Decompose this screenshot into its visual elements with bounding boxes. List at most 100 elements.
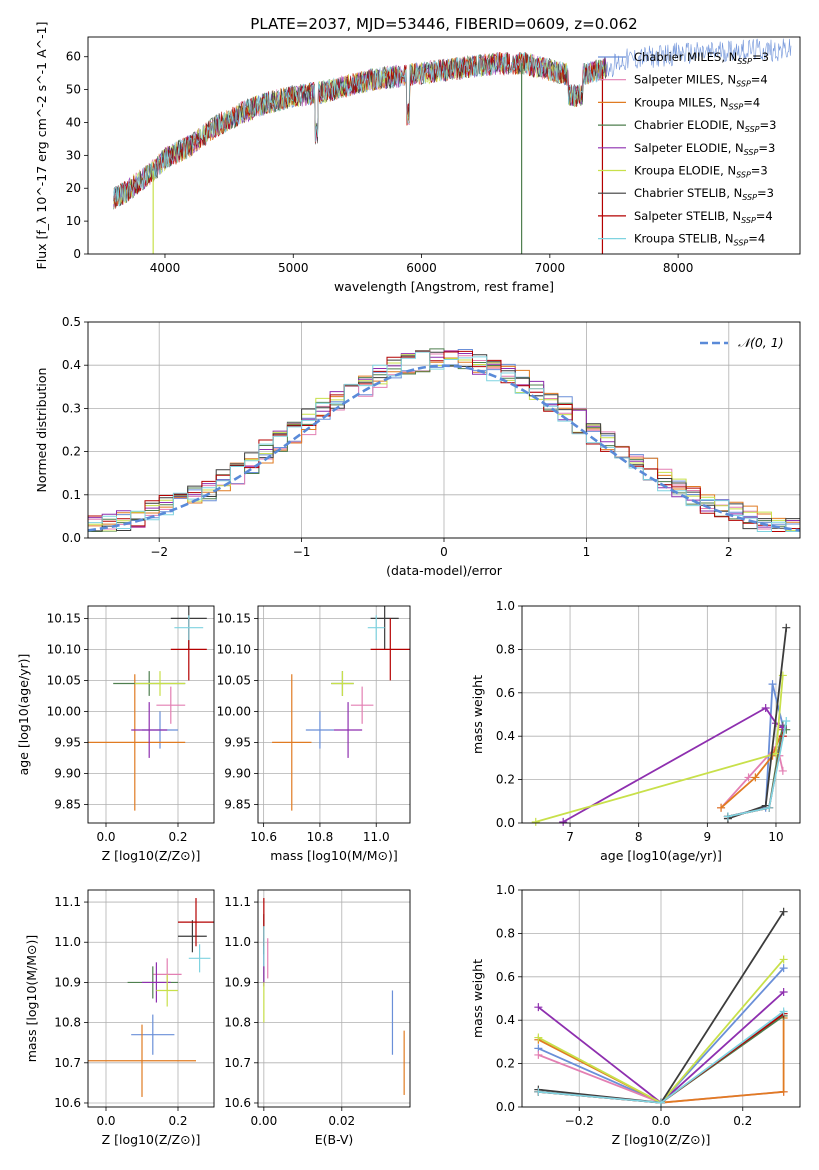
weight-marker: [723, 812, 732, 821]
axes-frame: [521, 889, 801, 1108]
x-tick-label: 4000: [150, 261, 181, 275]
x-tick-label: 0.2: [168, 1114, 187, 1128]
y-tick-label: 10.05: [47, 673, 81, 687]
legend-subscript: SSP: [744, 148, 759, 157]
weight-marker: [782, 623, 791, 632]
mass-vs-z-panel: 0.0 0.2 10.6 10.7 10.8 10.9 11.0 11.1 Z [log10(Z…: [24, 889, 215, 1147]
legend-entry: Kroupa STELIB, NSSP=4: [634, 232, 765, 248]
x-axis-label: age [log10(age/yr)]: [600, 848, 722, 863]
weight-vs-age-panel: 7 8 9 10 0.0 0.2 0.4 0.6 0.8 1.0 age [log10(age/yr…: [470, 599, 801, 863]
weight-marker: [779, 1007, 788, 1016]
legend-entry: Chabrier ELODIE, NSSP=3: [634, 118, 776, 134]
legend-value: =3: [751, 164, 768, 178]
x-tick-label: 10.6: [250, 830, 277, 844]
legend-value: =4: [751, 73, 768, 87]
axes-frame: [87, 36, 801, 255]
y-axis-label: Flux [f_λ 10^-17 erg cm^-2 s^-1 A^-1]: [34, 22, 49, 270]
y-tick-label: 9.85: [54, 797, 81, 811]
y-tick-label: 10.00: [47, 704, 81, 718]
weight-marker: [779, 964, 788, 973]
weight-marker: [534, 1003, 543, 1012]
x-tick-label: 10: [768, 830, 783, 844]
x-tick-label: 0.00: [250, 1114, 277, 1128]
y-axis-label: mass weight: [470, 959, 485, 1038]
y-tick-label: 10.6: [54, 1096, 81, 1110]
legend-subscript: SSP: [736, 171, 751, 180]
x-axis-label: Z [log10(Z/Z⊙)]: [102, 848, 201, 863]
weight-marker: [779, 987, 788, 996]
y-tick-label: 10.15: [217, 611, 251, 625]
weight-vs-z-panel: −0.2 0.0 0.2 0.0 0.2 0.4 0.6 0.8 1.0 Z [log10(Z/Z…: [470, 883, 801, 1147]
x-tick-label: −1: [293, 545, 311, 559]
y-tick-label: 10.10: [47, 642, 81, 656]
y-tick-label: 11.1: [224, 895, 251, 909]
legend-value: =3: [758, 141, 775, 155]
axes-frame: [87, 605, 215, 824]
y-tick-label: 10.7: [224, 1056, 251, 1070]
axes-frame: [87, 889, 215, 1108]
y-tick-label: 50: [66, 83, 81, 97]
errorbar-group: [88, 606, 207, 811]
legend-subscript: SSP: [736, 80, 751, 89]
y-tick-label: 10.15: [47, 611, 81, 625]
legend-entry: Salpeter STELIB, NSSP=4: [634, 209, 773, 225]
y-tick-label: 11.0: [224, 935, 251, 949]
y-tick-label: 0.4: [496, 1013, 515, 1027]
weight-marker: [779, 955, 788, 964]
weight-marker: [779, 1087, 788, 1096]
weight-marker: [534, 1033, 543, 1042]
x-tick-label: 0.0: [96, 1114, 115, 1128]
x-tick-label: 0.2: [733, 1114, 752, 1128]
x-axis-label: Z [log10(Z/Z⊙)]: [612, 1132, 711, 1147]
legend-entry: Salpeter MILES, NSSP=4: [634, 73, 768, 89]
weight-series-line: [562, 706, 784, 823]
x-axis-label: mass [log10(M/M⊙)]: [270, 848, 398, 863]
y-tick-label: 9.95: [224, 735, 251, 749]
x-axis-label: Z [log10(Z/Z⊙)]: [102, 1132, 201, 1147]
y-tick-label: 0.2: [496, 1057, 515, 1071]
x-tick-label: 0.02: [328, 1114, 355, 1128]
y-tick-label: 0.6: [496, 970, 515, 984]
y-axis-label: Normed distribution: [34, 368, 49, 493]
y-tick-label: 10.8: [54, 1016, 81, 1030]
legend-entry: Chabrier STELIB, NSSP=3: [634, 186, 774, 202]
mass-vs-ebv-panel: 0.00 0.02 10.6 10.7 10.8 10.9 11.0 11.1 E(B-V): [224, 889, 411, 1147]
y-tick-label: 0.2: [496, 773, 515, 787]
age-vs-mass-panel: 10.6 10.8 11.0 9.85 9.90 9.95 10.00 10.05 10.10 1…: [217, 605, 411, 863]
weight-marker: [657, 1098, 665, 1107]
errorbar-group: [272, 606, 410, 811]
y-tick-label: 9.85: [224, 797, 251, 811]
x-tick-label: 0.0: [651, 1114, 670, 1128]
y-tick-label: 0.4: [62, 358, 81, 372]
y-tick-label: 40: [66, 115, 81, 129]
legend-value: =3: [760, 118, 777, 132]
errorbar-group: [88, 898, 214, 1097]
normal-curve: [87, 364, 801, 532]
y-tick-label: 0.2: [62, 445, 81, 459]
weight-series-line: [537, 1018, 785, 1104]
y-tick-label: 10.9: [224, 975, 251, 989]
weight-marker: [751, 773, 760, 782]
histogram-step: [87, 351, 800, 532]
x-tick-label: 8000: [663, 261, 694, 275]
y-tick-label: 0.0: [496, 1100, 515, 1114]
x-axis-label: E(B-V): [315, 1132, 354, 1147]
x-tick-label: 1: [583, 545, 591, 559]
spectrum-panel: 4000 5000 6000 7000 8000 0 10 20 30 40 50 60 wavelen…: [34, 22, 801, 294]
y-tick-label: 10.8: [224, 1016, 251, 1030]
x-axis-label: wavelength [Angstrom, rest frame]: [334, 279, 554, 294]
weight-marker: [744, 773, 753, 782]
y-tick-label: 60: [66, 50, 81, 64]
y-tick-label: 0.8: [496, 926, 515, 940]
x-tick-label: 7000: [535, 261, 566, 275]
legend-subscript: SSP: [745, 125, 760, 134]
weight-series-line: [535, 675, 784, 823]
x-tick-label: 2: [725, 545, 733, 559]
x-tick-label: 0.0: [96, 830, 115, 844]
age-vs-z-panel: 0.0 0.2 9.85 9.90 9.95 10.00 10.05 10.10 10.15 Z …: [16, 605, 215, 863]
x-tick-label: 6000: [406, 261, 437, 275]
y-tick-label: 11.0: [54, 935, 81, 949]
y-tick-label: 20: [66, 181, 81, 195]
legend-entry: Chabrier MILES, NSSP=3: [634, 50, 769, 66]
